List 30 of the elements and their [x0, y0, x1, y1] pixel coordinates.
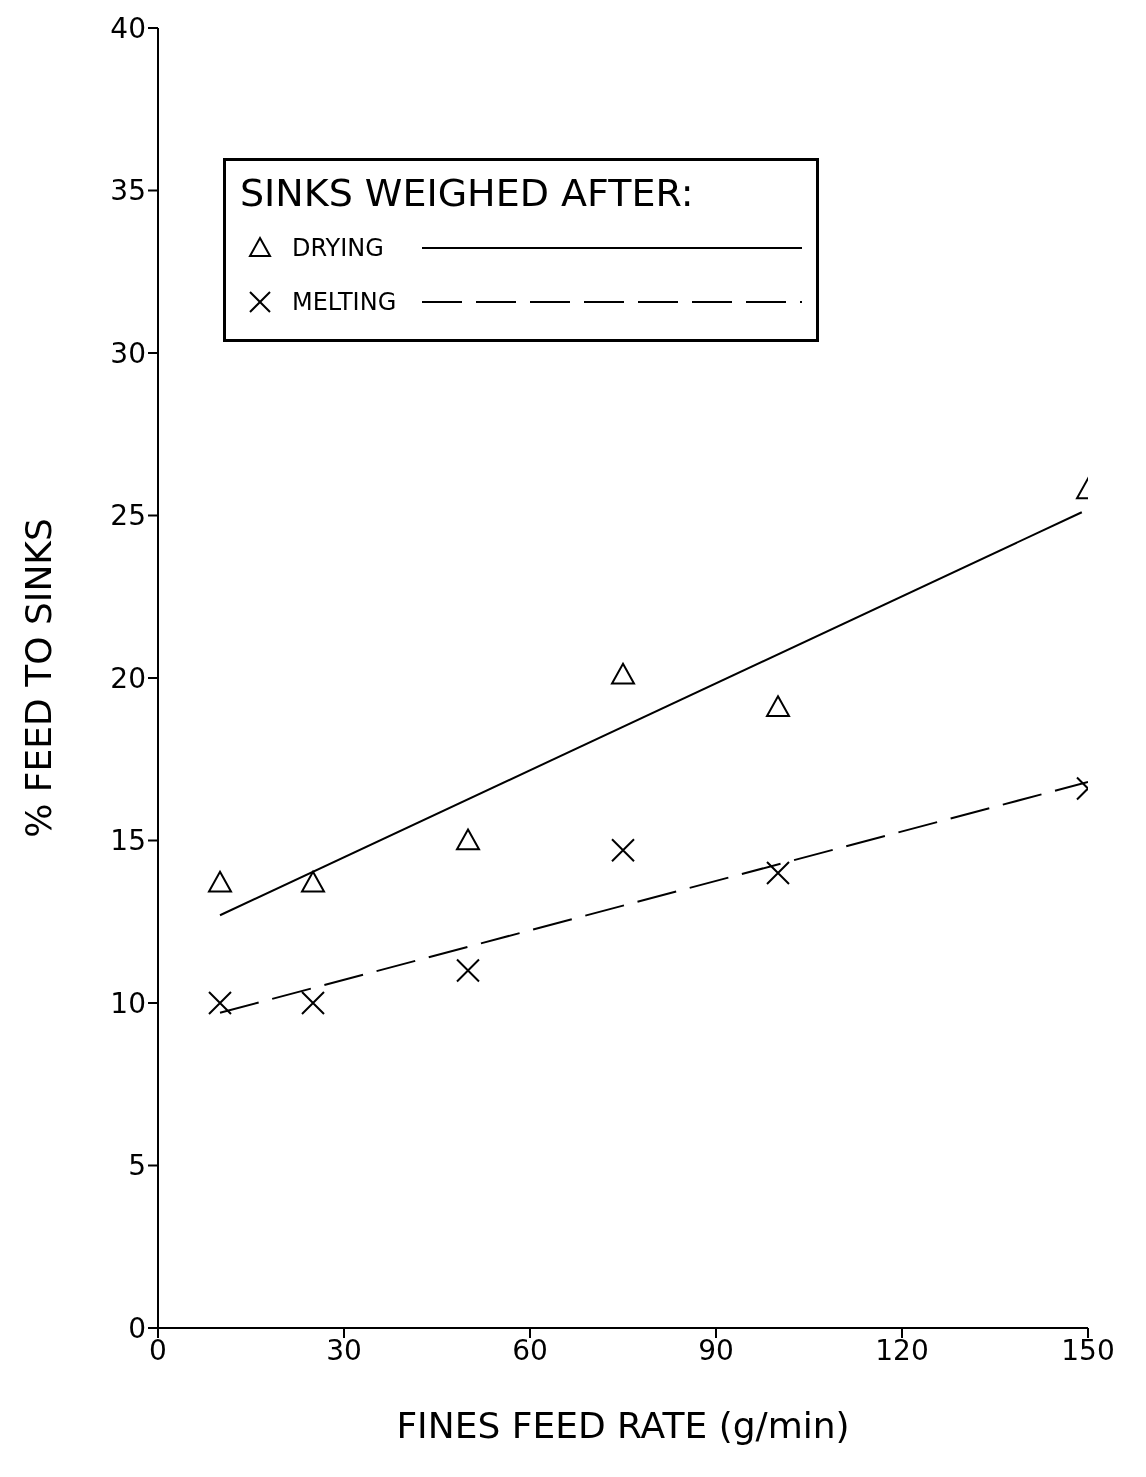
y-tick-label: 35	[110, 174, 146, 208]
point	[208, 870, 232, 893]
y-tick-label: 15	[110, 824, 146, 858]
point	[766, 695, 790, 718]
y-tick-label: 25	[110, 499, 146, 533]
y-tick-label: 5	[128, 1149, 146, 1183]
y-tick-label: 30	[110, 336, 146, 370]
x-axis-title: FINES FEED RATE (g/min)	[396, 1405, 850, 1446]
legend-label: MELTING	[292, 288, 398, 316]
y-tick-label: 20	[110, 661, 146, 695]
x-tick-label: 90	[698, 1333, 734, 1367]
point	[456, 958, 480, 983]
point	[301, 870, 325, 893]
point	[611, 662, 635, 685]
y-axis-title: % FEED TO SINKS	[17, 518, 59, 838]
x-tick-label: 0	[149, 1333, 167, 1367]
y-tick-label: 0	[128, 1311, 146, 1345]
x-tick-label: 30	[326, 1333, 362, 1367]
point	[208, 991, 232, 1015]
point	[611, 838, 635, 863]
y-tick-label: 40	[110, 11, 146, 45]
y-tick-label: 10	[110, 986, 146, 1020]
point	[301, 991, 325, 1015]
legend-title: SINKS WEIGHED AFTER:	[240, 171, 695, 215]
x-tick-label: 120	[875, 1333, 929, 1367]
point	[456, 828, 480, 851]
x-tick-label: 150	[1061, 1333, 1115, 1367]
point	[766, 861, 790, 885]
x-tick-label: 60	[512, 1333, 548, 1367]
legend-label: DRYING	[292, 234, 385, 262]
